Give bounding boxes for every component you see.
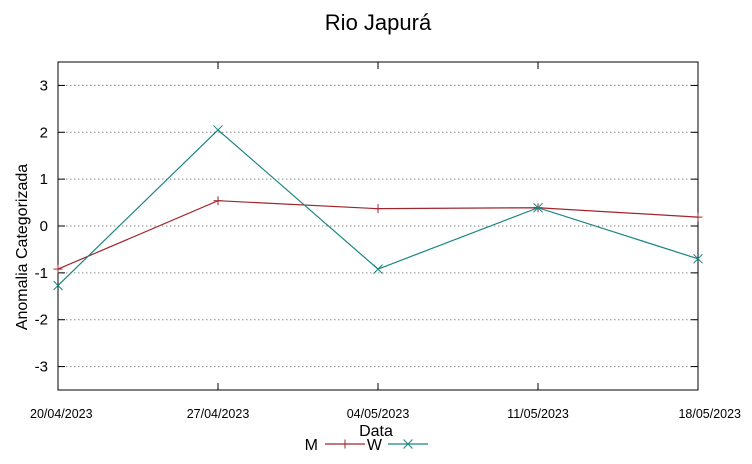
y-tick-label: -3 xyxy=(35,359,48,376)
y-tick-label: -1 xyxy=(35,265,48,282)
y-axis-label: Anomalia Categorizada xyxy=(14,164,31,330)
x-axis-ticks: 20/04/2023 27/04/2023 04/05/2023 11/05/2023… xyxy=(30,62,741,421)
y-tick-label: 3 xyxy=(40,77,48,94)
x-tick-label: 04/05/2023 xyxy=(347,407,410,421)
series-layer xyxy=(53,125,703,291)
x-tick-label: 20/04/2023 xyxy=(30,407,93,421)
data-point-W xyxy=(533,202,543,213)
y-tick-label: 2 xyxy=(40,124,48,141)
x-tick-label: 27/04/2023 xyxy=(187,407,250,421)
legend-label-W: W xyxy=(367,437,383,454)
series-W xyxy=(53,125,703,291)
grid-lines xyxy=(58,84,698,368)
data-point-W xyxy=(213,125,223,135)
y-axis-ticks: 3 2 1 0 -1 -2 -3 xyxy=(35,77,698,376)
data-point-W xyxy=(53,280,63,291)
y-tick-label: 1 xyxy=(40,171,48,188)
x-tick-label: 18/05/2023 xyxy=(678,407,741,421)
x-axis-label: Data xyxy=(359,423,393,440)
legend-marker-W xyxy=(403,439,413,449)
series-M xyxy=(53,196,703,274)
y-tick-label: 0 xyxy=(40,218,48,235)
legend-label-M: M xyxy=(305,437,318,454)
chart-title: Rio Japurá xyxy=(325,10,432,35)
y-tick-label: -2 xyxy=(35,312,48,329)
data-point-W xyxy=(693,253,703,264)
data-point-W xyxy=(373,264,383,274)
x-tick-label: 11/05/2023 xyxy=(507,407,569,421)
